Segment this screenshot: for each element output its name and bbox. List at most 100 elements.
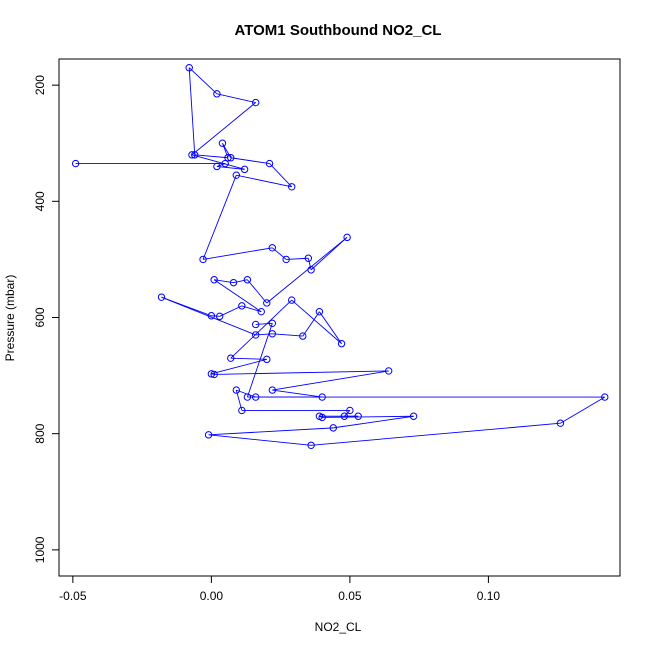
y-axis: 200 400 600 800 1000 xyxy=(33,75,60,563)
series-segment xyxy=(214,370,389,375)
series-segment xyxy=(230,357,267,360)
y-tick-label: 200 xyxy=(33,75,47,95)
data-point xyxy=(346,406,354,415)
data-point xyxy=(315,307,324,316)
data-point xyxy=(251,320,260,329)
series-segment xyxy=(302,311,320,337)
data-point xyxy=(218,139,227,147)
data-point xyxy=(232,171,241,179)
data-point xyxy=(232,386,241,394)
data-point xyxy=(207,312,216,320)
data-point xyxy=(329,424,337,432)
data-point xyxy=(188,151,196,159)
series-segment xyxy=(230,157,270,165)
data-point xyxy=(409,412,418,420)
data-point xyxy=(343,233,351,242)
data-point xyxy=(210,370,218,379)
series-segment xyxy=(222,143,232,158)
series-segment xyxy=(211,315,220,317)
data-point xyxy=(215,312,224,321)
data-point xyxy=(229,278,238,287)
series-segment xyxy=(269,163,293,188)
plot-frame xyxy=(58,58,621,577)
data-point xyxy=(263,299,271,307)
data-point xyxy=(340,412,349,420)
data-point xyxy=(157,293,166,301)
data-point xyxy=(304,254,313,262)
series-segment xyxy=(333,415,414,429)
series-segment xyxy=(255,322,273,325)
series-segment xyxy=(246,323,273,398)
data-point xyxy=(221,159,229,168)
series-segment xyxy=(319,311,342,344)
series-segment xyxy=(236,174,292,188)
y-tick-label: 600 xyxy=(33,307,47,327)
data-point xyxy=(601,393,609,401)
data-point xyxy=(268,319,277,328)
data-point xyxy=(268,330,277,338)
data-point xyxy=(207,370,216,378)
x-tick-label: 0.10 xyxy=(477,589,501,603)
data-point xyxy=(257,307,265,316)
data-point xyxy=(318,393,326,401)
series-segment xyxy=(191,154,245,170)
data-point xyxy=(299,332,307,340)
series-segment xyxy=(230,299,293,359)
y-tick-label: 800 xyxy=(33,423,47,443)
data-point xyxy=(263,355,271,364)
data-point xyxy=(384,367,393,375)
data-point xyxy=(354,412,362,420)
data-point xyxy=(556,419,565,427)
data-point xyxy=(288,296,296,304)
data-point xyxy=(227,154,235,162)
data-point xyxy=(307,266,315,274)
series-segment xyxy=(344,410,351,417)
series-segment xyxy=(311,422,561,446)
series-segment xyxy=(208,427,334,436)
series-segment xyxy=(322,415,414,418)
series-points xyxy=(71,64,609,449)
data-point xyxy=(224,154,232,162)
series-segment xyxy=(266,236,348,304)
x-tick-label: -0.05 xyxy=(59,589,87,603)
series-segment xyxy=(255,333,273,336)
x-tick-label: 0.05 xyxy=(338,589,362,603)
y-tick-label: 400 xyxy=(33,191,47,211)
data-point xyxy=(238,302,246,310)
series-segment xyxy=(213,279,262,313)
series-segment xyxy=(216,166,245,170)
series-segment xyxy=(307,258,312,270)
y-tick-label: 1000 xyxy=(33,536,47,563)
chart-title: ATOM1 Southbound NO2_CL xyxy=(235,22,442,39)
data-point xyxy=(210,276,218,284)
series-segment xyxy=(319,415,323,418)
data-point xyxy=(251,98,260,107)
y-axis-label: Pressure (mbar) xyxy=(3,275,17,362)
x-axis: -0.05 0.00 0.05 0.10 xyxy=(59,575,501,603)
data-point xyxy=(213,162,221,171)
series-segment xyxy=(291,299,342,344)
series-segment xyxy=(272,389,323,398)
series-segment xyxy=(208,434,312,446)
series-segment xyxy=(202,247,273,260)
data-point xyxy=(318,413,326,422)
series-segment xyxy=(560,396,605,424)
data-point xyxy=(251,393,260,401)
data-point xyxy=(337,339,346,348)
series-segment xyxy=(211,358,267,375)
x-tick-label: 0.00 xyxy=(200,589,224,603)
series-segment xyxy=(233,279,248,284)
data-point xyxy=(268,386,277,394)
data-point xyxy=(238,406,246,415)
series-segment xyxy=(272,333,303,337)
data-point xyxy=(288,183,296,191)
series-segment xyxy=(216,93,256,104)
data-point xyxy=(199,255,207,264)
data-point xyxy=(191,151,199,159)
data-point xyxy=(204,431,213,439)
data-point xyxy=(307,441,315,449)
series-lines xyxy=(75,67,605,446)
x-axis-label: NO2_CL xyxy=(315,620,362,634)
series-segment xyxy=(191,102,256,156)
data-point xyxy=(185,64,193,72)
